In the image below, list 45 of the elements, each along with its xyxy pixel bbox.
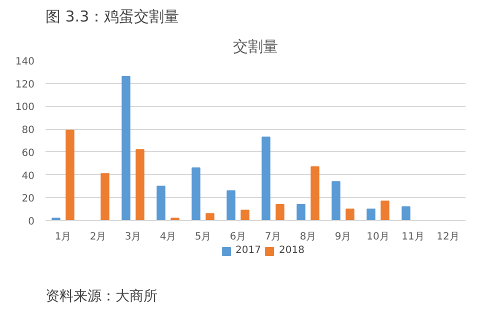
x-tick-label: 6月 <box>230 232 246 242</box>
x-tick-label: 4月 <box>160 232 176 242</box>
legend-label: 2018 <box>279 245 304 256</box>
bar <box>170 218 180 220</box>
bar <box>402 206 410 220</box>
legend-label: 2017 <box>236 245 261 256</box>
bar <box>66 130 74 220</box>
bar <box>332 181 340 220</box>
x-tick-label: 10月 <box>366 232 390 242</box>
y-tick-label: 100 <box>15 102 35 114</box>
x-tick-label: 5月 <box>194 232 212 242</box>
bar <box>262 136 270 220</box>
x-tick-label: 9月 <box>334 232 352 242</box>
y-tick-label: 80 <box>22 125 35 136</box>
y-tick-label: 20 <box>22 194 35 205</box>
chart-subtitle: 图 3.3：鸡蛋交割量 <box>46 8 180 26</box>
bar <box>346 208 354 220</box>
bar <box>192 167 200 220</box>
bar <box>156 186 166 220</box>
bar <box>122 76 130 220</box>
bar <box>380 200 390 220</box>
x-tick-label: 11月 <box>402 232 424 242</box>
bar <box>226 190 236 220</box>
bar <box>310 166 320 220</box>
x-tick-label: 2月 <box>90 232 106 242</box>
x-tick-label: 12月 <box>436 232 460 242</box>
bar <box>276 204 284 220</box>
bar <box>296 204 306 220</box>
y-tick-label: 40 <box>22 170 35 182</box>
chart-title: 交割量 <box>233 38 278 56</box>
bar <box>100 173 110 220</box>
x-tick-label: 3月 <box>124 232 142 242</box>
y-tick-label: 120 <box>15 79 35 90</box>
y-tick-label: 60 <box>22 148 35 159</box>
bar <box>206 213 214 220</box>
x-tick-label: 1月 <box>54 232 72 242</box>
bar <box>366 208 376 220</box>
y-tick-label: 0 <box>28 216 35 228</box>
x-tick-label: 8月 <box>300 232 316 242</box>
y-tick-label: 140 <box>15 56 35 68</box>
x-tick-label: 7月 <box>264 232 282 242</box>
bar <box>52 218 60 220</box>
text: 资料来源：大商所 <box>46 288 158 304</box>
bar <box>240 210 250 220</box>
bar <box>136 149 144 220</box>
